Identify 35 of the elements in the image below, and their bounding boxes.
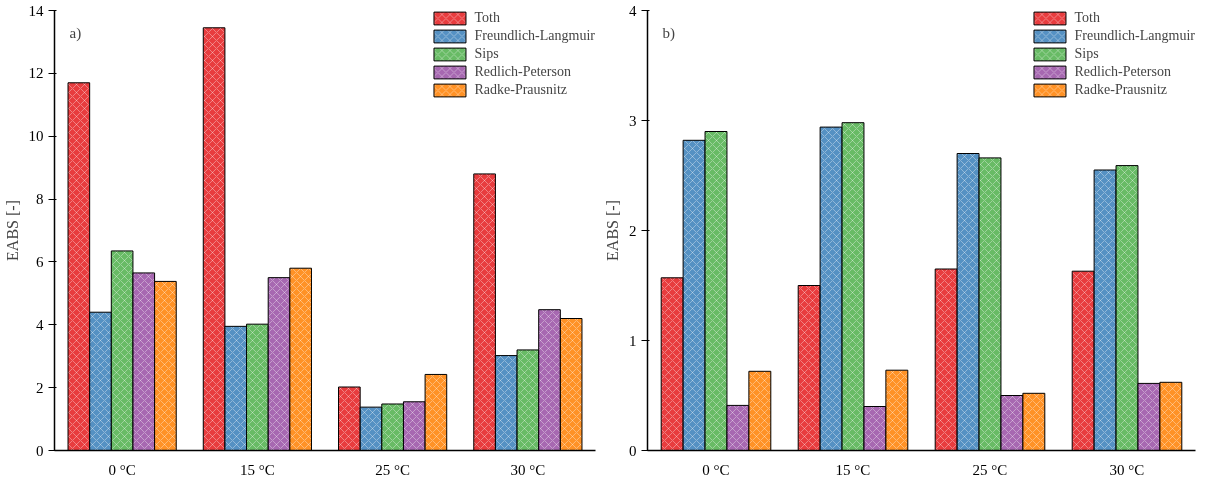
y-tick-label: 10	[28, 128, 44, 145]
x-tick-label: 0 °C	[702, 461, 730, 478]
legend-label: Radke-Prausnitz	[474, 82, 567, 98]
legend-label: Sips	[1074, 46, 1099, 62]
legend-label: Freundlich-Langmuir	[474, 28, 595, 44]
x-tick-label: 30 °C	[1109, 461, 1145, 478]
legend-label: Freundlich-Langmuir	[1074, 28, 1195, 44]
y-axis-title: EABS [-]	[604, 200, 621, 261]
y-tick-label: 6	[36, 253, 44, 270]
legend-label: Toth	[1074, 10, 1100, 26]
legend-label: Toth	[474, 10, 500, 26]
x-tick-label: 25 °C	[375, 461, 411, 478]
x-tick-label: 0 °C	[108, 461, 136, 478]
y-tick-label: 0	[36, 442, 44, 459]
y-tick-label: 2	[36, 379, 44, 396]
annotation: a)	[69, 24, 82, 42]
y-tick-label: 4	[629, 2, 637, 19]
y-tick-label: 4	[36, 316, 44, 333]
x-tick-label: 15 °C	[835, 461, 871, 478]
y-tick-label: 12	[28, 65, 44, 82]
y-tick-label: 0	[629, 442, 637, 459]
y-tick-label: 3	[629, 112, 637, 129]
y-axis-title: EABS [-]	[3, 200, 21, 261]
x-tick-label: 15 °C	[240, 461, 275, 478]
legend-label: Redlich-Peterson	[1074, 64, 1171, 80]
legend-label: Redlich-Peterson	[474, 64, 571, 80]
y-tick-label: 2	[629, 222, 637, 239]
x-tick-label: 25 °C	[972, 461, 1008, 478]
y-tick-label: 14	[28, 2, 44, 19]
annotation: b)	[662, 24, 675, 42]
y-tick-label: 8	[36, 191, 44, 208]
y-tick-label: 1	[629, 332, 637, 349]
x-tick-label: 30 °C	[510, 461, 546, 478]
legend-label: Radke-Prausnitz	[1074, 82, 1167, 98]
legend-label: Sips	[474, 46, 499, 62]
